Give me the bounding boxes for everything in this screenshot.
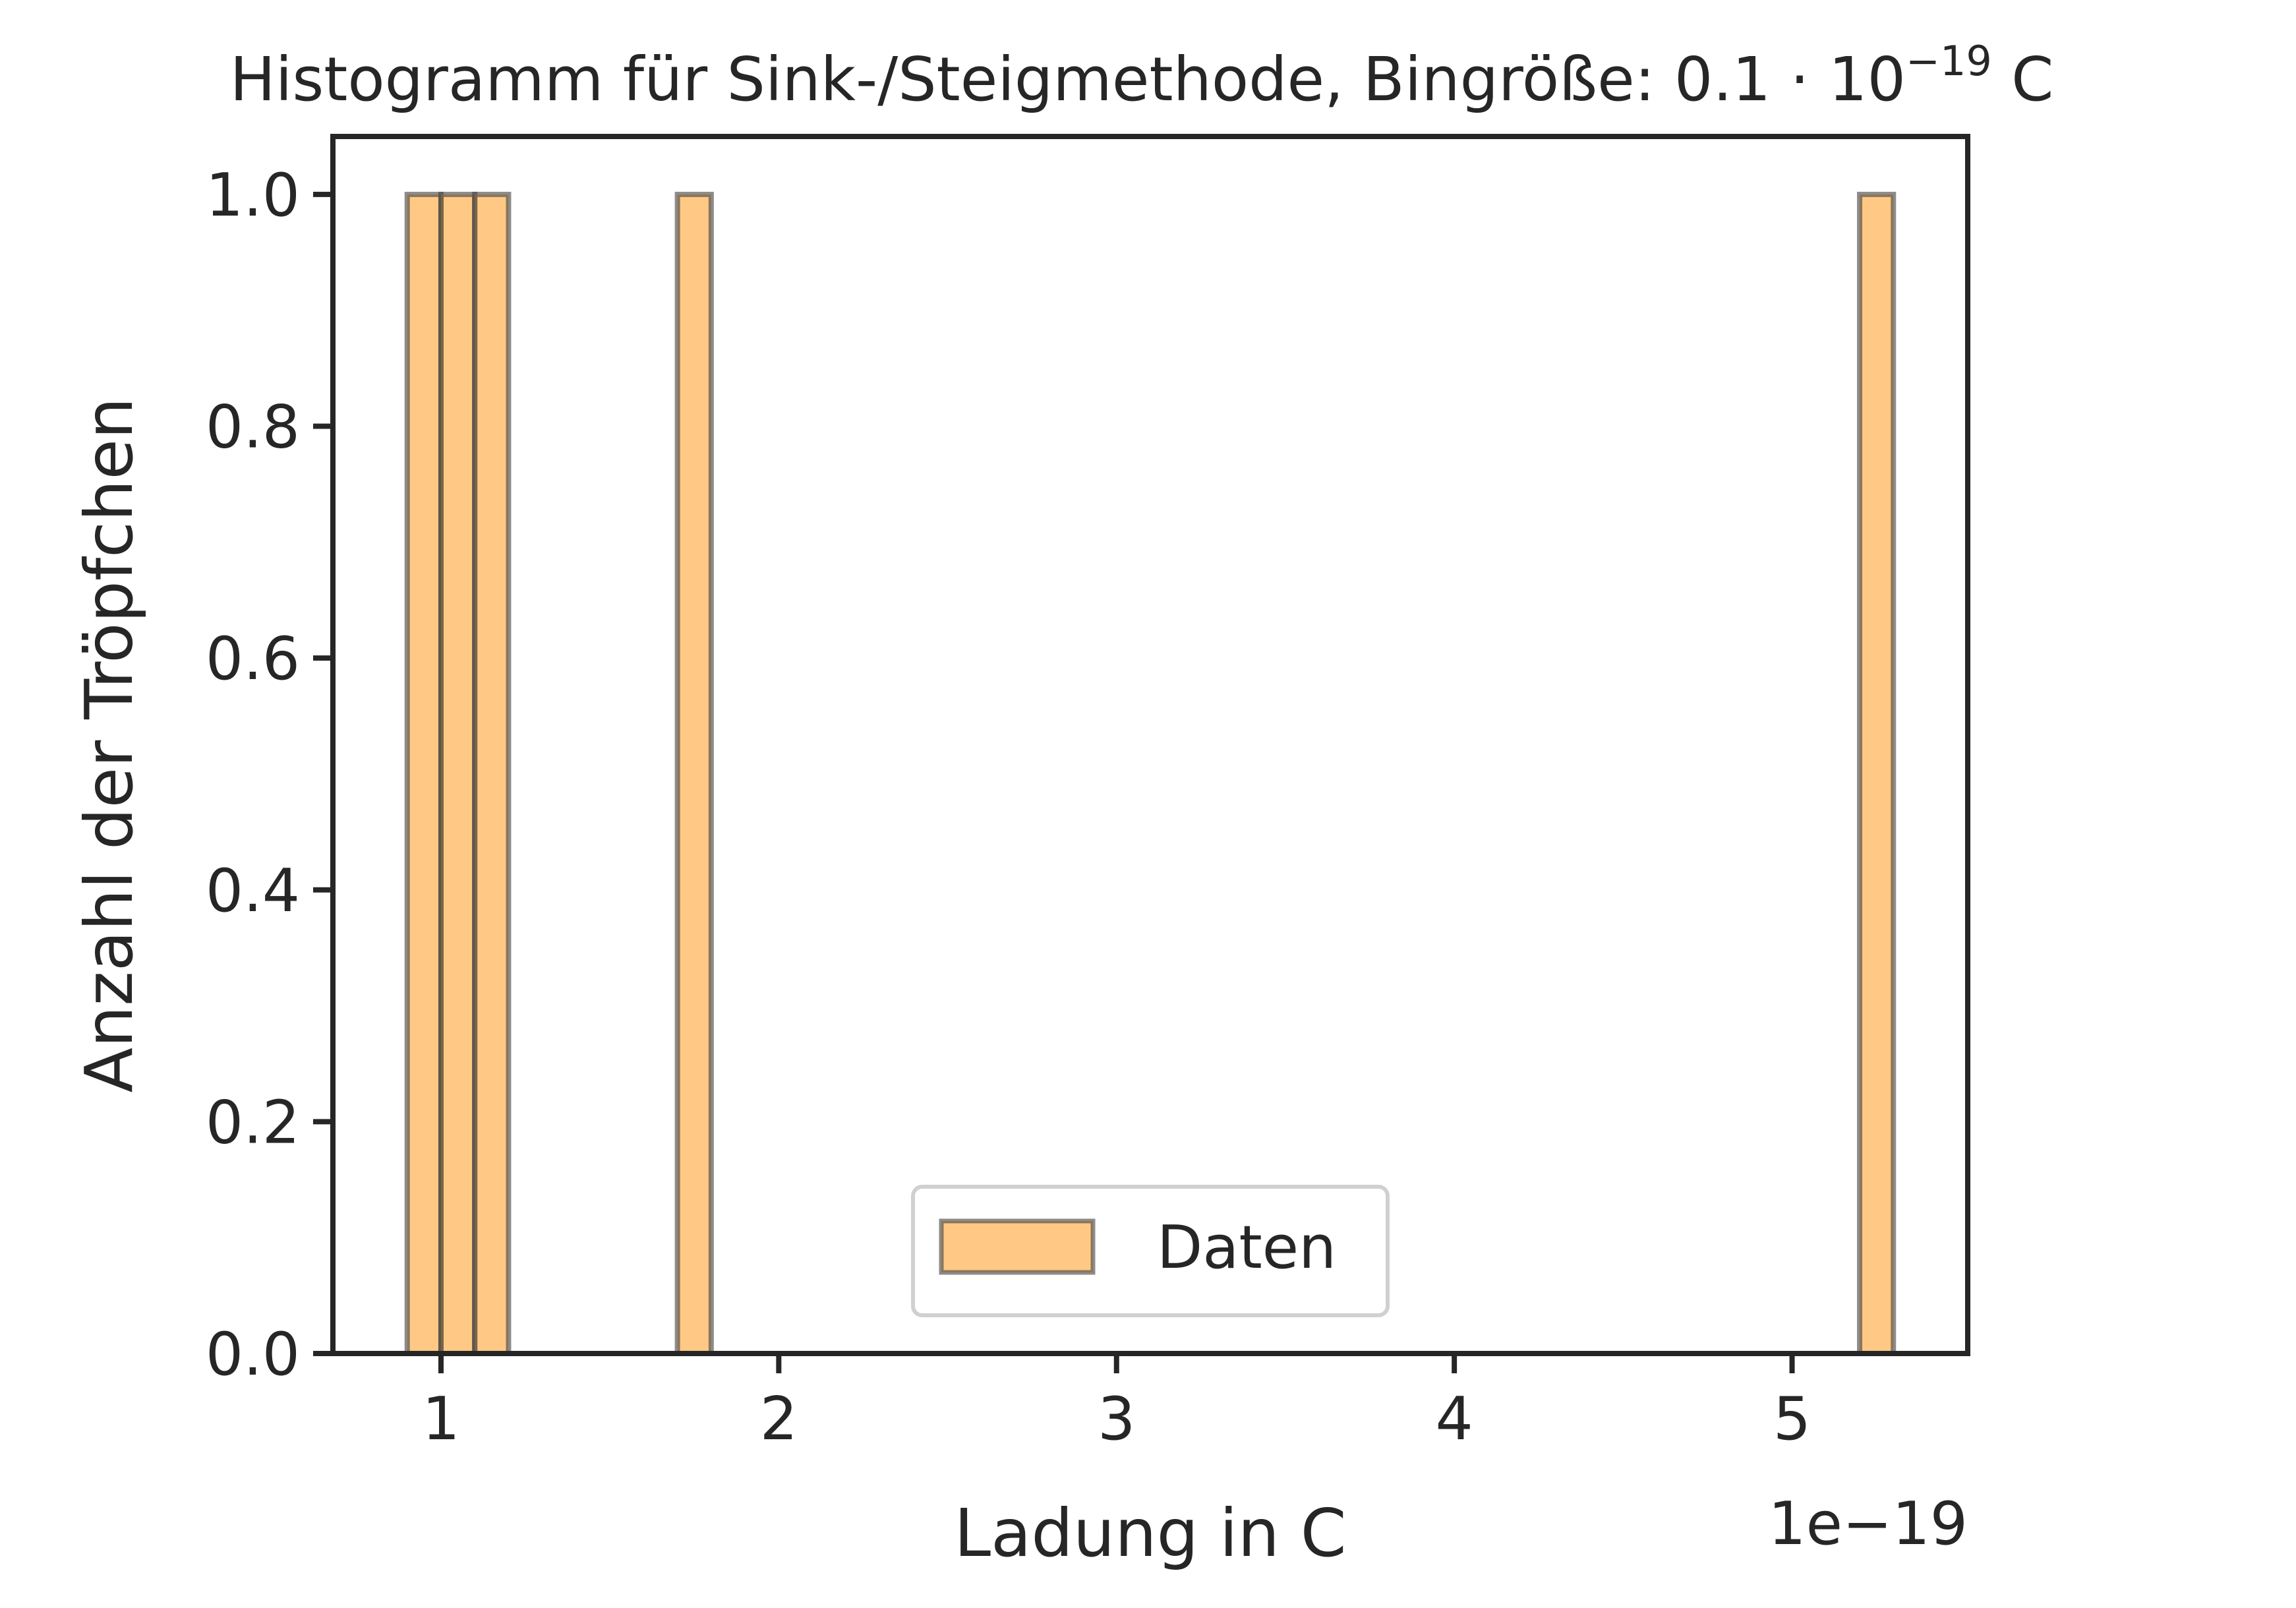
legend-label: Daten <box>1157 1213 1336 1282</box>
legend-swatch <box>939 1218 1096 1275</box>
histogram-bar <box>674 191 714 1356</box>
chart-title: Histogramm für Sink-/Steigmethode, Bingr… <box>230 37 2054 115</box>
x-tick-label: 5 <box>1773 1385 1811 1454</box>
y-tick-label: 0.0 <box>206 1320 300 1389</box>
y-tick-label: 0.2 <box>206 1088 300 1157</box>
bars-group <box>404 191 1897 1356</box>
x-tick-label: 3 <box>1098 1385 1135 1454</box>
y-axis-label: Anzahl der Tröpfchen <box>71 398 148 1093</box>
histogram-bar <box>472 191 512 1356</box>
y-tick-label: 0.6 <box>206 624 300 694</box>
title-exponent: −19 <box>1906 37 1992 85</box>
x-tick-label: 2 <box>760 1385 798 1454</box>
histogram-bar <box>404 191 444 1356</box>
legend: Daten <box>911 1185 1390 1317</box>
title-suffix: C <box>1992 44 2053 115</box>
title-prefix: Histogramm für Sink-/Steigmethode, Bingr… <box>230 44 1906 115</box>
y-tick-label: 0.4 <box>206 856 300 926</box>
x-tick-label: 1 <box>422 1385 459 1454</box>
histogram-bar <box>1857 191 1897 1356</box>
x-axis-label: Ladung in C <box>954 1495 1346 1572</box>
y-tick-label: 1.0 <box>206 161 300 230</box>
x-tick-label: 4 <box>1436 1385 1473 1454</box>
y-axis-ticks: 0.0 0.2 0.4 0.6 0.8 1.0 <box>206 161 333 1389</box>
histogram-bar <box>438 191 478 1356</box>
x-offset-label: 1e−19 <box>1768 1489 1968 1559</box>
y-tick-label: 0.8 <box>206 393 300 462</box>
plot-frame <box>330 134 1970 1356</box>
x-axis-ticks: 1 2 3 4 5 <box>422 1354 1811 1454</box>
